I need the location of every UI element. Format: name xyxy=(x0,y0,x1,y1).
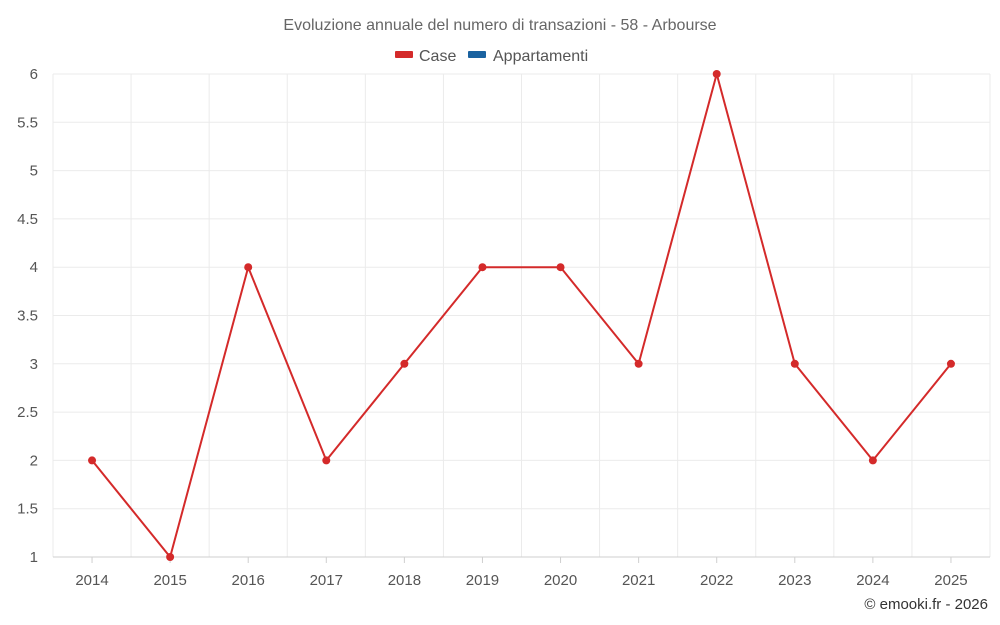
data-point-case[interactable] xyxy=(166,553,175,561)
data-point-case[interactable] xyxy=(478,263,487,272)
legend-item-case[interactable]: Case xyxy=(395,48,456,65)
x-tick-label: 2019 xyxy=(466,572,499,589)
y-tick-label: 2 xyxy=(30,452,38,469)
x-tick-label: 2016 xyxy=(232,572,265,589)
y-axis: 1 1.5 2 2.5 3 3.5 4 4.5 5 5.5 6 xyxy=(17,66,38,566)
legend-label-case: Case xyxy=(419,48,456,65)
x-tick-label: 2024 xyxy=(856,572,889,589)
x-tick-label: 2022 xyxy=(700,572,733,589)
series-case xyxy=(88,70,955,561)
data-point-case[interactable] xyxy=(868,456,877,465)
y-tick-label: 6 xyxy=(30,66,38,83)
x-tick-label: 2018 xyxy=(388,572,421,589)
chart-title: Evoluzione annuale del numero di transaz… xyxy=(283,17,716,34)
legend-swatch-appartamenti xyxy=(468,51,486,58)
x-axis: 2014 2015 2016 2017 2018 2019 2020 2021 2022 2023… xyxy=(53,556,990,589)
x-tick-label: 2023 xyxy=(778,572,811,589)
x-tick-label: 2021 xyxy=(622,572,655,589)
data-point-case[interactable] xyxy=(244,263,253,272)
data-point-case[interactable] xyxy=(88,456,97,465)
data-point-case[interactable] xyxy=(634,359,643,368)
y-tick-label: 2.5 xyxy=(17,404,38,421)
y-tick-label: 3.5 xyxy=(17,308,38,325)
y-tick-label: 3 xyxy=(30,356,38,373)
data-point-case[interactable] xyxy=(790,359,799,368)
y-tick-label: 4 xyxy=(30,259,38,276)
legend-swatch-case xyxy=(395,51,413,58)
x-tick-label: 2015 xyxy=(153,572,186,589)
series-line-case xyxy=(91,73,952,558)
data-point-case[interactable] xyxy=(400,359,409,368)
y-tick-label: 5 xyxy=(30,163,38,180)
legend: Case Appartamenti xyxy=(395,48,588,65)
y-tick-label: 4.5 xyxy=(17,211,38,228)
y-tick-label: 1 xyxy=(30,549,38,566)
x-tick-label: 2025 xyxy=(934,572,967,589)
y-tick-label: 1.5 xyxy=(17,501,38,518)
data-point-case[interactable] xyxy=(322,456,331,465)
y-tick-label: 5.5 xyxy=(17,114,38,131)
legend-item-appartamenti[interactable]: Appartamenti xyxy=(468,48,588,65)
x-tick-label: 2014 xyxy=(75,572,108,589)
data-point-case[interactable] xyxy=(556,263,565,272)
x-tick-label: 2017 xyxy=(310,572,343,589)
x-tick-label: 2020 xyxy=(544,572,577,589)
credit-text: © emooki.fr - 2026 xyxy=(864,596,988,613)
data-point-case[interactable] xyxy=(712,70,721,78)
legend-label-appartamenti: Appartamenti xyxy=(493,48,588,65)
data-point-case[interactable] xyxy=(946,359,955,368)
grid xyxy=(52,73,991,557)
